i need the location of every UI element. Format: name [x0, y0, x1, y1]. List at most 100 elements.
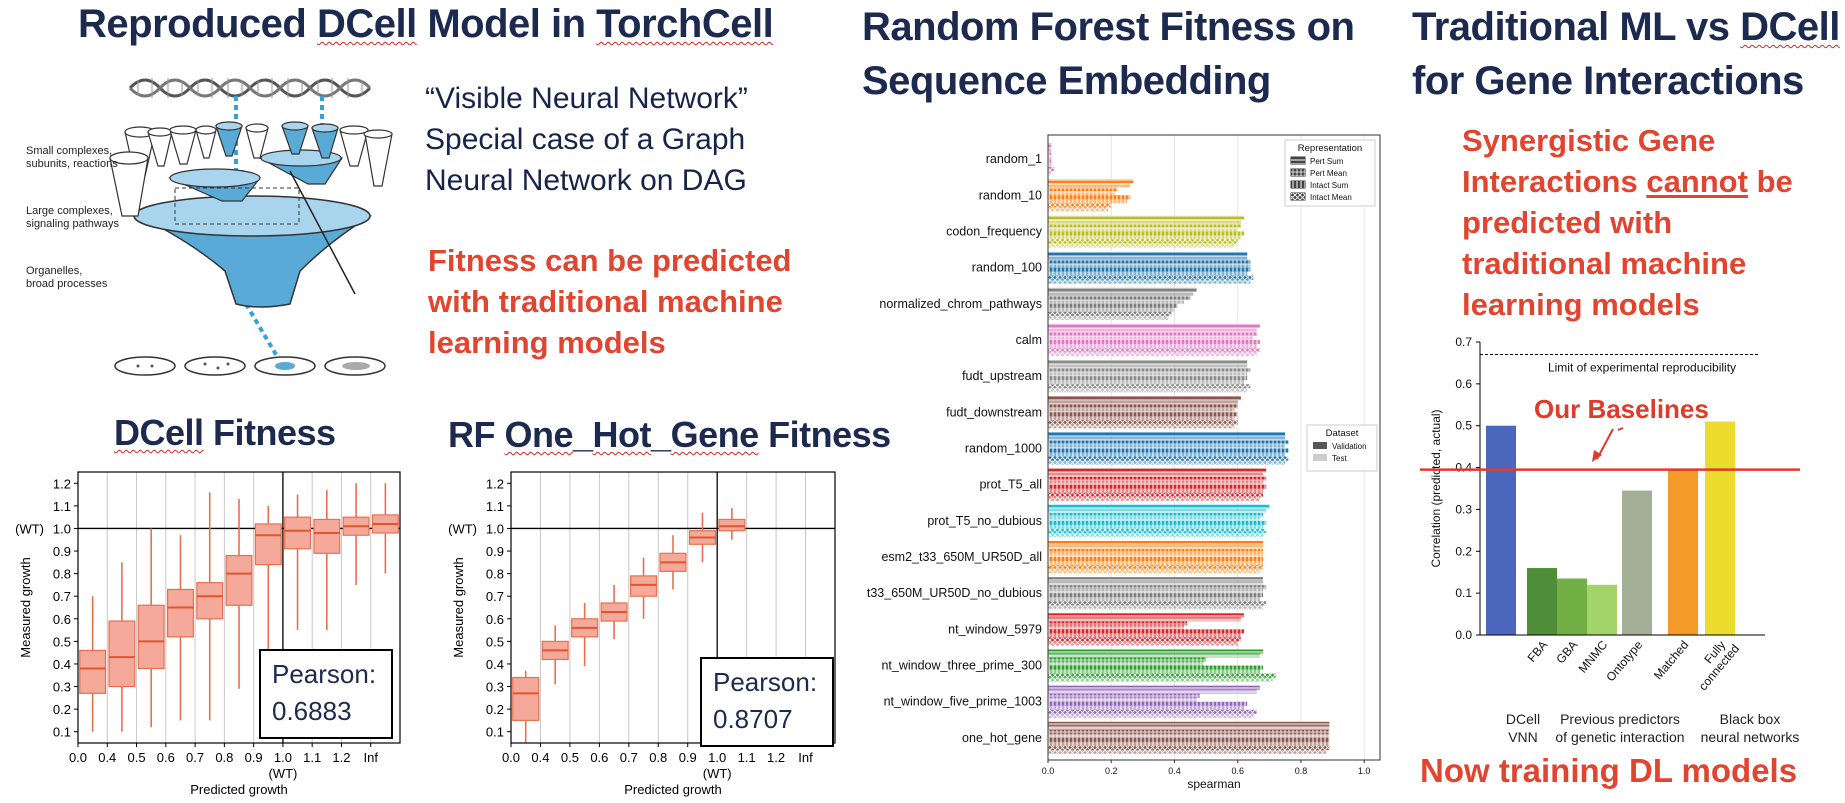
legend-entry: Pert Mean: [1310, 169, 1347, 178]
bar-hatch: [1048, 468, 1267, 473]
title-part: DCell: [316, 2, 417, 46]
bar-hatch: [1048, 436, 1286, 441]
bar-hatch: [1048, 416, 1235, 421]
bar-hatch: [1048, 339, 1260, 344]
bar-hatch: [1048, 488, 1264, 493]
bar-hatch: [1048, 331, 1257, 336]
category-label: prot_T5_all: [979, 478, 1042, 492]
caption-dcell: DCell VNN: [1488, 710, 1558, 746]
reproducibility-label: Limit of experimental reproducibility: [1548, 361, 1736, 375]
title-line: for Gene Interactions: [1412, 59, 1804, 103]
bar-hatch: [1048, 456, 1289, 461]
bar-hatch: [1048, 484, 1267, 489]
dcell-fitness-title: DCell Fitness: [114, 412, 336, 454]
box-iqr: [512, 676, 540, 722]
legend-entry: Intact Sum: [1310, 181, 1349, 190]
plot-frame: [1047, 134, 1381, 761]
bar-hatch: [1048, 360, 1248, 365]
y-axis-label: Measured growth: [451, 557, 466, 657]
x-axis-label: Predicted growth: [190, 782, 288, 797]
bar-hatch: [1048, 641, 1238, 646]
title-part: TorchCell: [596, 2, 774, 46]
category-label: prot_T5_no_dubious: [927, 514, 1042, 528]
caption-line: Black box: [1719, 711, 1781, 727]
bar-hatch: [1048, 713, 1254, 718]
claim-line: Interactions cannot be: [1462, 161, 1793, 202]
bar-hatch: [1048, 677, 1273, 682]
caption-line: VNN: [1508, 729, 1538, 745]
claim-part: Interactions: [1462, 164, 1647, 199]
bar-hatch: [1048, 271, 1248, 276]
bar-hatch: [1048, 299, 1184, 304]
bar-hatch: [1048, 343, 1257, 349]
bar-hatch: [1048, 697, 1197, 702]
panel2-title: Random Forest Fitness on Sequence Embedd…: [862, 0, 1355, 108]
caption-line: DCell: [1505, 711, 1541, 727]
diagram-label-line: Large complexes,: [26, 205, 113, 217]
category-label: calm: [1016, 333, 1042, 347]
bar-hatch: [1048, 504, 1270, 509]
x-tick-label: 0.0: [502, 750, 520, 765]
bar-hatch: [1048, 404, 1238, 409]
x-tick-label: 0.7: [186, 750, 204, 765]
x-tick-label: 0.6: [1231, 766, 1244, 776]
x-axis-label: Predicted growth: [624, 782, 722, 797]
y-tick-label: 0.1: [53, 725, 71, 740]
bar-hatch: [1048, 287, 1197, 292]
pearson-value: 0.6883: [272, 696, 352, 726]
baseline-arrow: [1617, 427, 1624, 431]
vnn-description: “Visible Neural Network” Special case of…: [425, 78, 748, 201]
bar-hatch: [1048, 251, 1248, 256]
panel3-title: Traditional ML vs DCell for Gene Interac…: [1412, 0, 1840, 108]
bar-hatch: [1048, 532, 1264, 537]
bar-hatch: [1048, 685, 1260, 690]
bar-hatch: [1048, 384, 1251, 389]
bar-hatch: [1048, 472, 1264, 477]
caption-line: neural networks: [1700, 729, 1800, 745]
x-tick-label: 1.0: [708, 750, 726, 765]
x-tick-label: 0.4: [531, 750, 549, 765]
bar-hatch: [1048, 689, 1257, 694]
bar-hatch: [1048, 653, 1260, 658]
pearson-label: Pearson:: [713, 667, 817, 697]
bar-hatch: [1048, 167, 1055, 172]
bar: [1527, 568, 1557, 635]
x-tick-label-line: MNMC: [1576, 638, 1611, 676]
bar-hatch: [1048, 528, 1267, 533]
category-label: one_hot_gene: [962, 731, 1042, 745]
bar-hatch: [1048, 231, 1245, 236]
title-part: DCell: [1740, 5, 1840, 49]
x-tick-label: 1.0: [274, 750, 292, 765]
pearson-value: 0.8707: [713, 704, 793, 734]
bar-hatch: [1048, 452, 1286, 457]
bar-hatch: [1048, 327, 1257, 332]
title-part: Fitness: [758, 414, 891, 455]
claim-line: learning models: [1462, 287, 1700, 322]
bar-hatch: [1048, 621, 1188, 626]
x-tick-label: 1.1: [738, 750, 756, 765]
title-part: RF: [448, 414, 505, 455]
y-tick-label: 0.8: [486, 567, 504, 582]
bar-hatch: [1048, 179, 1134, 184]
bar-hatch: [1048, 709, 1257, 714]
category-label: random_10: [979, 188, 1042, 202]
bar-hatch: [1048, 617, 1241, 622]
bar-hatch: [1048, 625, 1184, 630]
panel1-title: Reproduced DCell Model in TorchCell: [78, 2, 774, 47]
category-label: random_1: [986, 152, 1042, 166]
bar: [1557, 578, 1587, 635]
bar-hatch: [1048, 303, 1178, 308]
diagram-label-organelles: Organelles, broad processes: [26, 265, 107, 291]
claim-part: be: [1747, 164, 1793, 199]
bar: [1486, 425, 1516, 635]
pearson-label: Pearson:: [272, 659, 376, 689]
bar-hatch: [1048, 151, 1052, 156]
baseline-label: Our Baselines: [1534, 394, 1709, 424]
bar-hatch: [1048, 605, 1264, 610]
x-tick-label: 1.0: [1358, 766, 1371, 776]
y-tick-label: 0.3: [53, 680, 71, 695]
bar-hatch: [1048, 163, 1052, 168]
bar-hatch: [1048, 239, 1238, 244]
claim-line: traditional machine: [1462, 246, 1747, 281]
x-axis-label: spearman: [1187, 777, 1240, 791]
